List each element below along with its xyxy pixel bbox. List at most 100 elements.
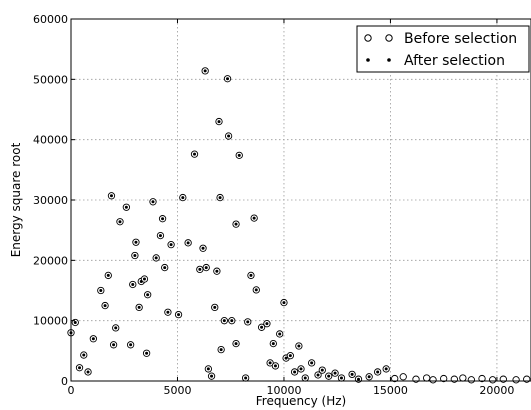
x-tick-label: 0 [68, 384, 75, 397]
after-selection-point [213, 305, 217, 309]
after-selection-point [226, 77, 230, 81]
after-selection-point [297, 344, 301, 348]
axis-ticks: 0 5000 10000 15000 20000 0 10000 20000 30000 4000… [33, 13, 514, 397]
y-tick-label: 30000 [33, 194, 68, 207]
after-selection-point [376, 370, 380, 374]
after-selection-point [333, 371, 337, 375]
y-tick-label: 40000 [33, 134, 68, 147]
after-selection-point [154, 256, 158, 260]
after-selection-point [203, 69, 207, 73]
after-selection-point [166, 310, 170, 314]
after-selection-point [124, 205, 128, 209]
legend-before-marker [364, 34, 372, 42]
after-selection-point [278, 332, 282, 336]
y-tick-label: 0 [61, 375, 68, 388]
legend-box [356, 25, 530, 73]
after-selection-point [237, 153, 241, 157]
grid [71, 19, 531, 381]
y-axis-label: Energy square root [9, 142, 23, 257]
after-selection-point [218, 196, 222, 200]
x-tick-label: 20000 [479, 384, 514, 397]
before-selection-point [467, 376, 476, 384]
after-selection-point [181, 196, 185, 200]
after-selection-point [260, 325, 264, 329]
before-selection-point [399, 373, 407, 381]
after-selection-point [137, 305, 141, 309]
before-selection-point [391, 374, 399, 383]
after-selection-point [282, 301, 286, 305]
after-selection-point [230, 319, 234, 323]
legend-before-marker [385, 34, 393, 42]
after-selection-point [82, 353, 86, 357]
after-selection-point [109, 194, 113, 198]
x-tick-label: 15000 [373, 384, 408, 397]
after-selection-point [86, 370, 90, 374]
before-selection-point [422, 374, 431, 382]
after-selection-point [134, 240, 138, 244]
after-selection-point [129, 343, 133, 347]
after-selection-point [99, 289, 103, 292]
before-selection-point [440, 374, 448, 383]
before-selection-point [459, 374, 467, 382]
after-selection-point [234, 222, 238, 226]
legend-after-label: After selection [404, 53, 505, 69]
after-selection-point [201, 246, 205, 250]
legend-before-label: Before selection [404, 31, 517, 47]
data-points [67, 67, 531, 384]
x-tick-label: 5000 [163, 384, 191, 397]
after-selection-point [73, 320, 77, 324]
after-selection-point [293, 370, 297, 374]
after-selection-point [106, 273, 110, 277]
after-selection-point [299, 367, 303, 371]
after-selection-point [161, 217, 165, 221]
after-selection-point [310, 361, 314, 365]
before-selection-point [478, 374, 486, 383]
y-tick-label: 10000 [33, 315, 68, 328]
y-tick-label: 60000 [33, 13, 68, 26]
after-selection-point [227, 134, 231, 138]
after-selection-point [131, 282, 135, 286]
after-selection-point [265, 322, 269, 326]
after-selection-point [219, 348, 223, 352]
x-tick-label: 10000 [266, 384, 301, 397]
after-selection-point [316, 373, 320, 377]
after-selection-point [288, 354, 292, 358]
after-selection-point [357, 377, 360, 381]
after-selection-point [204, 266, 208, 270]
after-selection-point [246, 320, 250, 324]
after-selection-point [254, 288, 258, 292]
after-selection-point [186, 241, 190, 245]
after-selection-point [177, 313, 181, 317]
after-selection-point [268, 361, 272, 365]
after-selection-point [139, 279, 143, 283]
legend-after-marker [387, 58, 391, 62]
before-selection-point [512, 376, 520, 384]
after-selection-point [252, 216, 256, 220]
after-selection-point [320, 368, 324, 372]
after-selection-point [158, 234, 162, 238]
after-selection-point [234, 342, 238, 346]
x-axis-label: Frequency (Hz) [256, 394, 347, 408]
after-selection-point [198, 267, 202, 271]
y-tick-label: 50000 [33, 73, 68, 86]
after-selection-point [206, 367, 210, 371]
after-selection-point [169, 243, 173, 247]
after-selection-point [145, 351, 149, 355]
before-selection-point [489, 376, 497, 384]
after-selection-point [303, 376, 307, 380]
after-selection-point [222, 319, 226, 323]
after-selection-point [133, 254, 137, 258]
after-selection-point [244, 376, 248, 380]
after-selection-point [114, 326, 118, 330]
after-selection-point [118, 220, 122, 224]
after-selection-point [151, 200, 155, 204]
after-selection-point [284, 356, 288, 360]
after-selection-point [384, 367, 388, 371]
after-selection-point [367, 375, 371, 379]
after-selection-point [327, 374, 331, 378]
after-selection-point [112, 343, 116, 347]
after-selection-point [193, 152, 197, 156]
after-selection-point [78, 366, 82, 370]
legend: Before selection After selection [356, 25, 530, 73]
